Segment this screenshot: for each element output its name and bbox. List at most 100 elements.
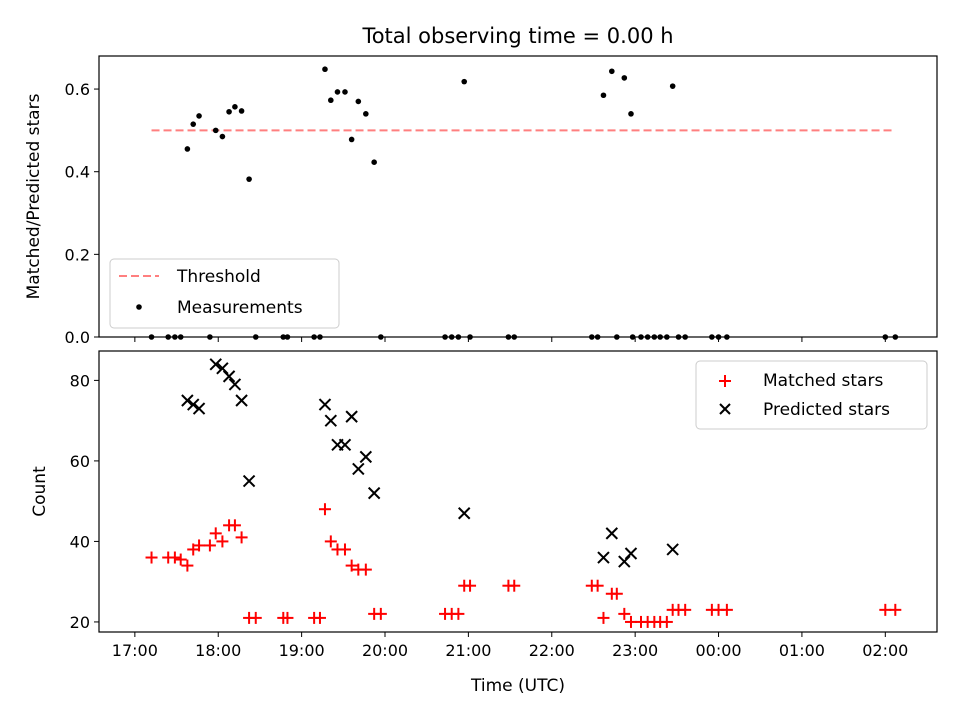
chart-title: Total observing time = 0.00 h xyxy=(361,24,673,48)
matched-stars-point xyxy=(338,543,351,556)
measurement-point xyxy=(600,92,607,99)
predicted-stars-point xyxy=(228,378,242,391)
matched-stars-point xyxy=(610,587,623,600)
matched-stars-point xyxy=(618,607,631,620)
measurement-point xyxy=(628,111,634,117)
measurement-point xyxy=(621,75,628,81)
bottom-panel-frame xyxy=(98,350,938,633)
matched-stars-point xyxy=(679,603,692,616)
top-y-axis-label: Matched/Predicted stars xyxy=(24,93,44,299)
matched-stars-point xyxy=(181,559,194,572)
top-y-tick-label: 0.4 xyxy=(65,163,90,182)
predicted-stars-point xyxy=(318,398,332,411)
matched-stars-point xyxy=(174,553,187,566)
bottom-y-tick-label: 60 xyxy=(70,452,90,471)
legend-matched-swatch xyxy=(719,375,731,387)
top-legend: Threshold Measurements xyxy=(109,258,340,329)
measurement-point xyxy=(348,136,355,143)
measurement-point xyxy=(461,78,468,85)
predicted-stars-point xyxy=(235,394,248,407)
bottom-panel: 20 40 60 80 17:00 18:00 19:00 20:00 21:00 22:00 2… xyxy=(30,350,938,696)
measurement-point xyxy=(669,83,676,89)
x-tick-label: 19:00 xyxy=(279,641,325,660)
measurement-point xyxy=(246,176,252,182)
measurement-point xyxy=(219,133,226,140)
top-y-tick-label: 0.0 xyxy=(65,328,90,347)
x-tick-label: 17:00 xyxy=(112,641,158,660)
matched-stars-point xyxy=(313,611,326,624)
legend-measurements-swatch xyxy=(136,304,142,310)
predicted-stars-point xyxy=(352,462,365,476)
matched-stars-point xyxy=(209,527,222,540)
matched-stars-point xyxy=(281,611,294,624)
predicted-stars-point xyxy=(367,486,381,500)
bottom-y-tick-label: 80 xyxy=(70,371,90,390)
predicted-stars-point xyxy=(192,402,206,415)
predicted-stars-point xyxy=(624,547,638,560)
matched-stars-point xyxy=(228,519,241,532)
predicted-stars-point xyxy=(338,438,352,452)
matched-stars-point xyxy=(720,603,733,616)
x-tick-label: 02:00 xyxy=(862,641,908,660)
matched-stars-point xyxy=(591,579,604,592)
measurement-point xyxy=(184,146,191,152)
matched-stars-point xyxy=(145,551,158,564)
predicted-stars-point xyxy=(222,370,236,383)
matched-stars-point xyxy=(168,551,181,564)
matched-stars-point xyxy=(879,603,892,616)
predicted-stars-point xyxy=(209,358,222,371)
matched-stars-point xyxy=(508,579,521,592)
predicted-stars-point xyxy=(597,551,610,564)
top-panel-frame xyxy=(98,55,938,338)
top-y-tick-label: 0.6 xyxy=(65,80,90,99)
matched-stars-point xyxy=(359,563,372,576)
x-tick-label: 00:00 xyxy=(695,641,741,660)
bottom-y-tick-label: 40 xyxy=(70,532,90,551)
measurement-point xyxy=(232,104,238,110)
matched-stars-point xyxy=(345,559,358,572)
matched-stars-point xyxy=(452,607,465,620)
matched-stars-point xyxy=(889,603,902,616)
x-tick-label: 20:00 xyxy=(362,641,408,660)
legend-matched-label: Matched stars xyxy=(763,371,883,391)
matched-stars-point xyxy=(235,531,248,544)
predicted-stars-point xyxy=(181,394,194,407)
top-panel: 0.0 0.2 0.4 0.6 Matched/Predicted stars Thr… xyxy=(24,55,938,347)
legend-predicted-swatch xyxy=(719,403,731,415)
x-axis-label: Time (UTC) xyxy=(470,676,565,696)
measurement-point xyxy=(238,108,245,114)
legend-predicted-label: Predicted stars xyxy=(763,400,890,420)
bottom-y-tick-label: 20 xyxy=(70,613,90,632)
measurement-point xyxy=(328,97,334,104)
measurement-point xyxy=(196,113,202,119)
x-tick-label: 23:00 xyxy=(612,641,658,660)
predicted-stars-point xyxy=(242,474,256,488)
matched-stars-point xyxy=(597,611,610,624)
measurement-point xyxy=(226,108,232,115)
measurement-point xyxy=(190,121,197,127)
bottom-legend: Matched stars Predicted stars xyxy=(695,360,928,430)
matched-stars-point xyxy=(318,503,331,516)
measurement-point xyxy=(355,98,362,105)
legend-threshold-label: Threshold xyxy=(176,267,261,287)
predicted-stars-point xyxy=(359,450,373,464)
measurement-point xyxy=(322,66,328,73)
top-y-tick-label: 0.2 xyxy=(65,245,90,264)
predicted-stars-point xyxy=(324,414,338,427)
x-tick-label: 22:00 xyxy=(529,641,575,660)
matched-stars-point xyxy=(624,615,637,628)
x-tick-label: 01:00 xyxy=(779,641,825,660)
matched-stars-point xyxy=(464,579,477,592)
measurement-point xyxy=(212,127,219,134)
predicted-stars-point xyxy=(666,543,679,556)
predicted-stars-point xyxy=(458,507,471,520)
matched-stars-point xyxy=(216,535,229,548)
measurement-point xyxy=(342,89,348,95)
measurement-point xyxy=(609,68,615,75)
measurement-point xyxy=(363,111,369,117)
measurement-point xyxy=(334,89,341,95)
matched-stars-point xyxy=(324,535,337,548)
matched-stars-point xyxy=(374,607,387,620)
bottom-y-axis-label: Count xyxy=(30,466,50,517)
